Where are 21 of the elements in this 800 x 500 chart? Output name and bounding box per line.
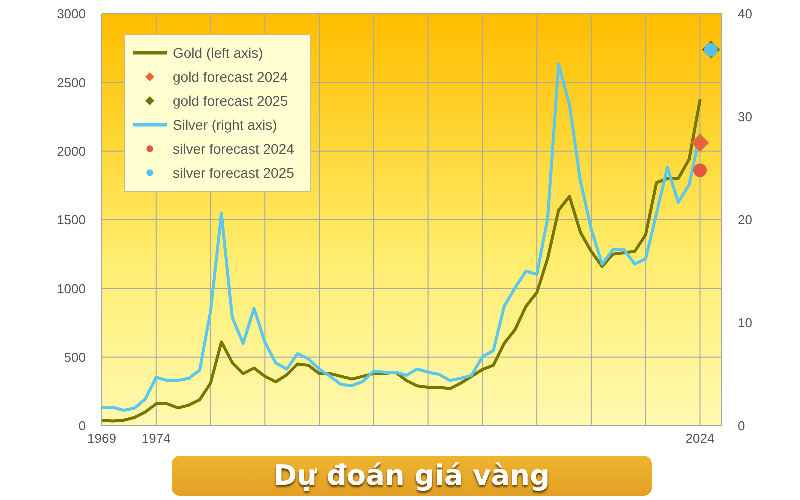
y-tick-label: 0	[78, 418, 86, 434]
y-tick-label: 2500	[57, 75, 86, 90]
text: Dự đoán giá vàng	[172, 456, 652, 496]
legend-label: Gold (left axis)	[173, 45, 264, 61]
legend-label: silver forecast 2025	[173, 165, 294, 181]
legend-label: gold forecast 2025	[173, 93, 288, 109]
x-tick-label: 1969	[88, 431, 116, 446]
y-tick-label: 2000	[57, 144, 86, 159]
y-tick-label: 500	[64, 350, 86, 365]
y2-tick-label: 0	[738, 418, 746, 434]
y2-tick-label: 20	[738, 212, 752, 228]
y2-tick-label: 10	[738, 316, 752, 331]
y2-tick-label: 40	[738, 6, 752, 22]
y-tick-label: 3000	[57, 6, 86, 22]
legend-label: Silver (right axis)	[173, 117, 278, 133]
x-tick-label: 1974	[142, 431, 171, 446]
y-tick-label: 1500	[57, 212, 86, 228]
y-tick-label: 1000	[57, 281, 86, 296]
x-tick-label: 2024	[686, 431, 715, 446]
y2-tick-label: 30	[738, 110, 752, 125]
legend-label: silver forecast 2024	[173, 141, 294, 157]
